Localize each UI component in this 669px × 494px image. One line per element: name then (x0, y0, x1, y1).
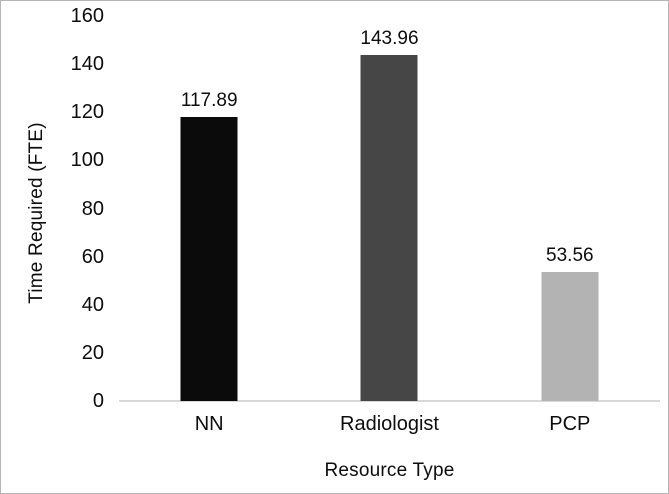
x-axis-line (119, 400, 660, 402)
x-axis-title: Resource Type (324, 460, 455, 481)
category-slot: 117.89 NN (119, 16, 299, 435)
y-tick-label: 80 (81, 197, 104, 220)
y-tick-label: 120 (70, 101, 104, 124)
x-tick-label: Radiologist (340, 413, 439, 435)
y-tick-label: 20 (81, 341, 104, 364)
bar (360, 54, 418, 401)
y-tick-label: 160 (70, 5, 104, 27)
y-tick-label: 140 (70, 53, 104, 76)
y-tick-label: 60 (81, 245, 104, 268)
bar (180, 117, 238, 401)
bar-value-label: 117.89 (180, 90, 238, 112)
category-slot: 143.96 Radiologist (299, 16, 479, 435)
bar-value-label: 53.56 (546, 245, 594, 267)
bar (541, 272, 599, 401)
y-tick-label: 40 (81, 293, 104, 316)
x-tick-label: NN (194, 413, 224, 435)
y-tick-label: 100 (70, 149, 104, 172)
category-slot: 53.56 PCP (480, 16, 660, 435)
x-tick-label: PCP (549, 413, 591, 435)
bar-value-label: 143.96 (360, 27, 419, 49)
y-tick-label: 0 (92, 390, 104, 412)
